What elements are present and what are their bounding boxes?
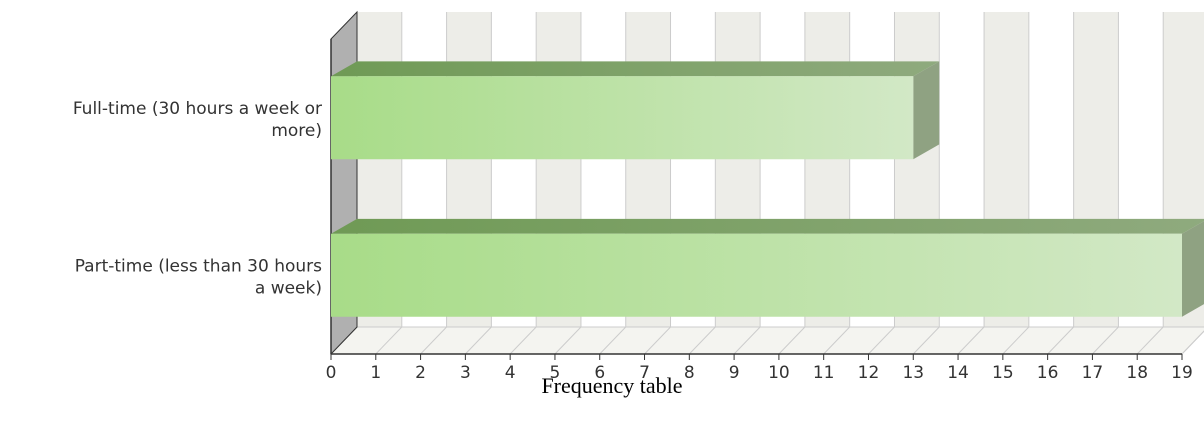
floor-grid-line: [1002, 326, 1030, 355]
floor-grid-line: [1136, 326, 1164, 355]
x-tick-label: 5: [550, 363, 561, 383]
floor-grid-line: [599, 326, 627, 355]
bar-top-face: [331, 218, 1204, 234]
floor-grid-line: [375, 326, 403, 355]
x-tick-label: 11: [813, 363, 835, 383]
floor-grid-line: [644, 326, 671, 355]
x-tick-label: 3: [460, 363, 471, 383]
category-label-line2: more): [271, 121, 322, 141]
x-tick-label: 17: [1082, 363, 1104, 383]
category-label-line2: a week): [255, 278, 322, 298]
labels: 0 1 2 3 4 5 6 7 8 9 10 11 12 13 14 15 16 17 18 19Full-time …: [73, 99, 1193, 383]
bar-top-face: [331, 61, 940, 77]
floor-plane: [329, 326, 1204, 355]
x-tick-label: 8: [684, 363, 695, 383]
floor-grid-line: [733, 326, 761, 355]
x-tick-label: 1: [370, 363, 381, 383]
x-tick-label: 4: [505, 363, 516, 383]
x-tick-label: 9: [729, 363, 740, 383]
floor-grid-line: [465, 326, 492, 355]
floor-grid-line: [688, 326, 716, 355]
x-tick-label: 18: [1126, 363, 1148, 383]
bar: [331, 76, 914, 160]
floor-grid-line: [1047, 326, 1074, 355]
floor-grid-line: [1092, 326, 1119, 355]
x-tick-label: 14: [947, 363, 969, 383]
x-tick-label: 2: [415, 363, 426, 383]
x-tick-label: 10: [768, 363, 790, 383]
floor-grid-line: [912, 326, 940, 355]
category-label-line1: Full-time (30 hours a week or: [73, 99, 322, 119]
x-tick-label: 12: [858, 363, 880, 383]
bar: [331, 233, 1182, 317]
floor-grid-line: [823, 326, 851, 355]
bar-side-face: [1182, 221, 1204, 317]
x-tick-label: 6: [594, 363, 605, 383]
x-tick-label: 15: [992, 363, 1014, 383]
bar-side-face: [913, 61, 940, 160]
category-label-line1: Part-time (less than 30 hours: [75, 256, 322, 276]
x-tick-label: 0: [326, 363, 337, 383]
x-tick-label: 19: [1171, 363, 1193, 383]
floor-grid-line: [868, 326, 895, 355]
x-tick-label: 16: [1037, 363, 1059, 383]
floor-grid-line: [420, 326, 447, 355]
floor-grid-line: [509, 326, 537, 355]
floor-grid-line: [957, 326, 985, 355]
x-axis-label: Frequency table: [541, 373, 682, 398]
x-tick-label: 7: [639, 363, 650, 383]
bars: [331, 61, 1204, 317]
floor-grid-line: [778, 326, 806, 355]
x-tick-label: 13: [902, 363, 924, 383]
floor-grid-line: [554, 326, 582, 355]
